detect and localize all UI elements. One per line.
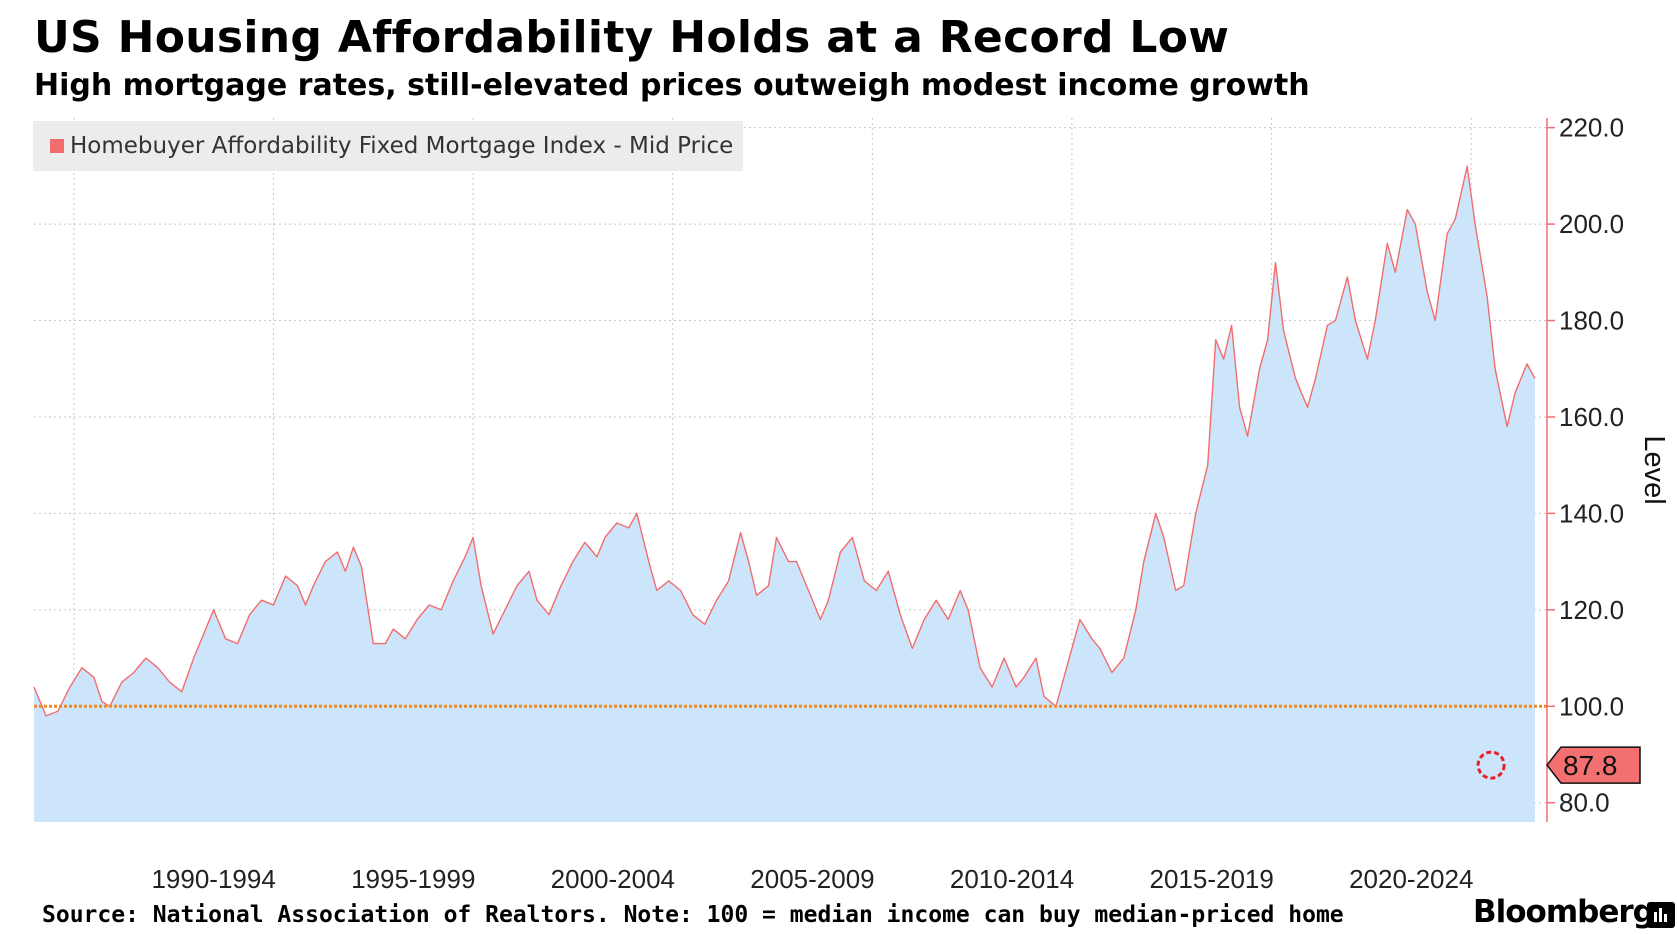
x-tick-label: 1990-1994 [151,864,275,894]
y-tick-label: 80.0 [1559,788,1610,818]
y-tick-label: 140.0 [1559,498,1624,528]
source-note: Source: National Association of Realtors… [42,902,1344,928]
y-tick-label: 100.0 [1559,691,1624,721]
y-axis-label: Level [1638,435,1670,504]
last-value-label: 87.8 [1563,750,1618,781]
x-axis: 1990-1994 1995-1999 2000-2004 2005-2009 2010… [151,864,1473,894]
x-tick-label: 2020-2024 [1349,864,1473,894]
y-tick-label: 160.0 [1559,402,1624,432]
x-tick-label: 2000-2004 [551,864,675,894]
y-tick-label: 180.0 [1559,306,1624,336]
legend-label: Homebuyer Affordability Fixed Mortgage I… [70,133,734,159]
y-tick-label: 220.0 [1559,113,1624,143]
chart-title: US Housing Affordability Holds at a Reco… [34,12,1230,63]
chart-subtitle: High mortgage rates, still-elevated pric… [34,68,1310,103]
legend: Homebuyer Affordability Fixed Mortgage I… [33,121,743,171]
y-axis: 80.0 100.0 120.0 140.0 160.0 180.0 200.0 220.0 L… [1546,113,1670,822]
x-tick-label: 2015-2019 [1149,864,1273,894]
last-value-group: 87.8 [1476,746,1641,784]
last-value-marker [1476,750,1506,780]
legend-swatch-icon [50,139,64,153]
series-line [33,165,1536,717]
y-tick-label: 120.0 [1559,595,1624,625]
series-area [33,165,1536,822]
series-fill [34,166,1535,822]
brand-logo: Bloomberg [1473,894,1655,930]
x-tick-label: 2010-2014 [950,864,1074,894]
x-tick-label: 2005-2009 [750,864,874,894]
x-tick-label: 1995-1999 [351,864,475,894]
last-value-box [1546,746,1641,784]
terminal-icon [1647,902,1675,928]
y-tick-label: 200.0 [1559,209,1624,239]
